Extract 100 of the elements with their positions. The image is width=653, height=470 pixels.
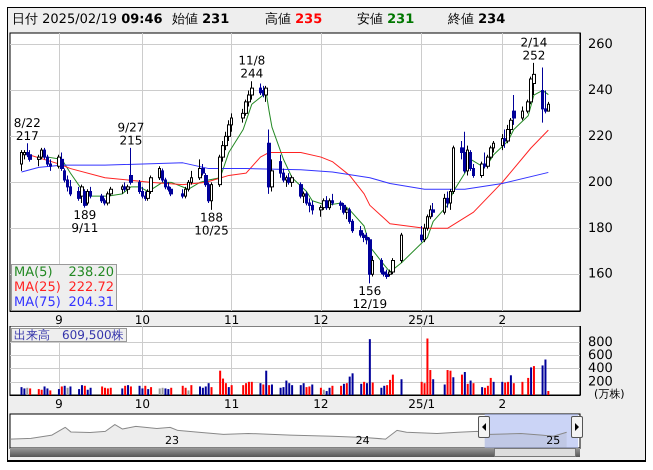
bar (510, 375, 512, 395)
candlestick (144, 191, 147, 202)
bar (383, 386, 386, 395)
bar (368, 339, 371, 395)
candlestick (521, 106, 524, 121)
bar (84, 386, 86, 395)
bar (23, 388, 26, 395)
y-tick-label: 400 (588, 361, 613, 376)
y-tick-label: 260 (588, 36, 613, 52)
bar (492, 382, 495, 395)
bar (340, 386, 342, 395)
candlestick (541, 66, 544, 124)
bar (121, 388, 124, 395)
bar (124, 386, 126, 395)
bar (328, 388, 331, 395)
annotation: 188 10/25 (194, 210, 229, 238)
candlestick (290, 174, 294, 188)
candlestick (181, 188, 184, 199)
bar (210, 387, 213, 395)
bar (199, 386, 201, 395)
annotation: 156 12/19 (352, 284, 388, 311)
bar (400, 379, 403, 395)
y-tick-label: 160 (588, 266, 613, 282)
text: MA(25) 222.72 (14, 280, 114, 295)
candlestick (69, 180, 72, 197)
bar (90, 388, 92, 395)
x-tick-label: 11 (224, 397, 240, 411)
bar (228, 387, 230, 395)
bar (302, 383, 305, 395)
bar (392, 374, 394, 395)
bar (326, 391, 328, 395)
bar (187, 390, 190, 395)
bar (150, 387, 152, 395)
candlestick (331, 193, 334, 206)
bar (138, 386, 141, 395)
bar (460, 374, 463, 395)
candlestick (86, 188, 89, 206)
y-tick-label: 600 (588, 348, 613, 364)
candlestick (123, 182, 127, 192)
bar (311, 384, 314, 395)
bar (306, 387, 308, 395)
bar (40, 390, 43, 395)
candlestick (89, 186, 92, 199)
candlestick (463, 131, 467, 174)
bar (352, 373, 354, 395)
candlestick (299, 182, 303, 199)
candlestick (279, 154, 282, 178)
candlestick (385, 269, 389, 280)
candlestick (167, 182, 170, 192)
x-tick-label: 12 (313, 397, 329, 411)
bar (446, 370, 449, 395)
bar (470, 380, 472, 395)
bar (270, 384, 273, 395)
bar (245, 383, 248, 395)
candlestick (431, 202, 435, 218)
bar (512, 383, 515, 395)
text: MA(5) 238.20 (14, 265, 114, 280)
x-tick-label: 10 (134, 313, 150, 327)
bar (346, 383, 348, 395)
candlestick (287, 172, 291, 186)
text: 終値 234 (448, 11, 506, 29)
bar (360, 384, 362, 395)
y-tick-label: 220 (588, 128, 613, 144)
x-tick-label: 24 (356, 434, 370, 447)
candlestick (501, 134, 504, 151)
candlestick (342, 202, 346, 216)
bar (101, 386, 104, 395)
bar (348, 376, 351, 395)
bar (26, 388, 28, 395)
bar (127, 385, 130, 395)
bar (182, 386, 184, 395)
bar (162, 388, 164, 395)
candlestick (259, 83, 262, 96)
y-tick-label: 180 (588, 220, 613, 236)
bar (248, 382, 250, 395)
candlestick (443, 193, 446, 216)
bar (110, 388, 112, 395)
annotation: 8/22 217 (14, 116, 41, 143)
candlestick (20, 150, 23, 172)
x-tick-label: 11 (224, 313, 240, 327)
bar (449, 370, 452, 395)
bar (320, 388, 322, 395)
candlestick (380, 258, 383, 275)
bar (308, 386, 310, 395)
bar (144, 386, 146, 395)
bar (464, 372, 466, 395)
bar (532, 366, 535, 395)
bar (158, 388, 161, 395)
bar (481, 387, 484, 395)
candlestick (302, 191, 305, 204)
candlestick (328, 198, 331, 210)
candlestick (285, 174, 288, 188)
x-tick-label: 12 (313, 313, 329, 327)
candlestick (368, 236, 372, 284)
bar (420, 382, 423, 395)
bar (29, 388, 32, 395)
bar (242, 385, 244, 395)
chart-title: 出来高 609,500株 (14, 328, 124, 342)
bar (527, 378, 530, 395)
candlestick (371, 255, 374, 278)
